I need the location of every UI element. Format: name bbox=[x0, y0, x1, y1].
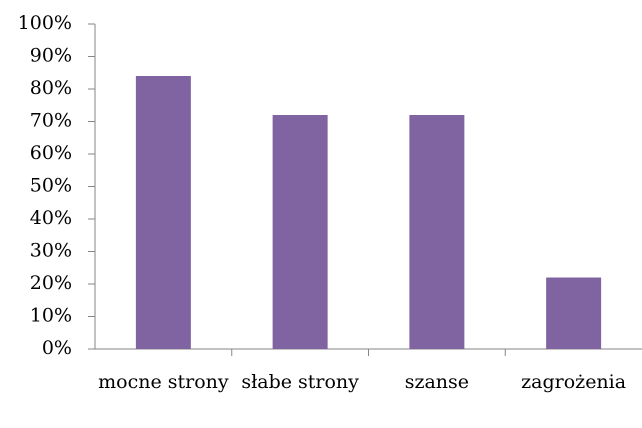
y-tick-label: 40% bbox=[30, 207, 72, 229]
y-tick-label: 10% bbox=[30, 305, 72, 327]
y-tick-label: 60% bbox=[30, 142, 72, 164]
y-tick-label: 30% bbox=[30, 240, 72, 262]
y-tick-label: 50% bbox=[30, 175, 72, 197]
bar bbox=[272, 115, 328, 349]
x-tick-label: mocne strony bbox=[98, 371, 229, 393]
bar bbox=[135, 76, 191, 349]
y-tick-label: 100% bbox=[18, 12, 72, 34]
y-tick-label: 20% bbox=[30, 272, 72, 294]
y-tick-label: 0% bbox=[42, 337, 72, 359]
x-tick-label: słabe strony bbox=[241, 371, 359, 393]
y-tick-label: 80% bbox=[30, 77, 72, 99]
x-tick-label: zagrożenia bbox=[521, 371, 627, 393]
bar bbox=[409, 115, 465, 349]
bar bbox=[546, 277, 602, 349]
y-tick-label: 90% bbox=[30, 45, 72, 67]
x-tick-label: szanse bbox=[404, 371, 470, 393]
y-tick-label: 70% bbox=[30, 110, 72, 132]
